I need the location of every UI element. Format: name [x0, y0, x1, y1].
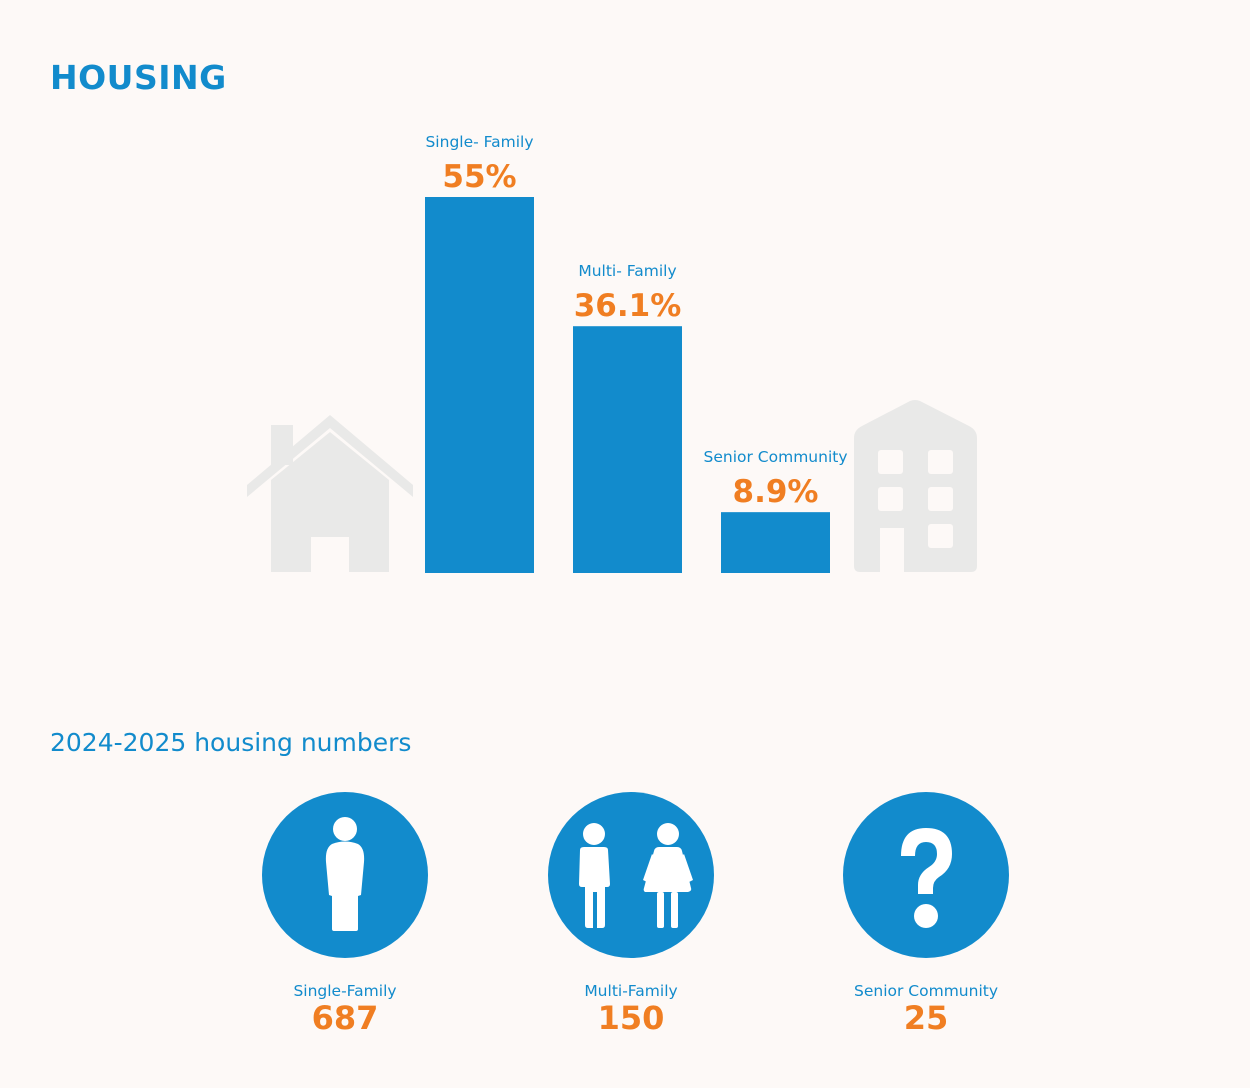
person-icon	[325, 817, 365, 931]
stat-value: 687	[311, 999, 379, 1037]
stat-single-family: Single-Family 687	[225, 792, 465, 1036]
stat-circle	[262, 792, 428, 958]
bar-value-label: 36.1%	[574, 288, 682, 324]
stat-senior-community: Senior Community 25	[806, 792, 1046, 1036]
bar-value-label: 55%	[442, 159, 516, 195]
bar-1	[425, 197, 534, 573]
apartment-building-icon	[854, 400, 977, 572]
stat-label: Multi-Family	[584, 982, 678, 1000]
stat-value: 25	[903, 999, 949, 1037]
stat-circle	[843, 792, 1009, 958]
couple-icon	[579, 823, 693, 928]
bar-3	[721, 512, 830, 573]
page-title: HOUSING	[50, 58, 227, 97]
stat-multi-family: Multi-Family 150	[511, 792, 751, 1036]
bar-category-label: Multi- Family	[578, 262, 676, 280]
stat-circle	[548, 792, 714, 958]
stat-label: Single-Family	[293, 982, 397, 1000]
bar-category-label: Single- Family	[425, 133, 533, 151]
stat-value: 150	[597, 999, 665, 1037]
bar-2	[573, 326, 682, 573]
bar-value-label: 8.9%	[733, 474, 819, 510]
stat-label: Senior Community	[854, 982, 998, 1000]
question-mark-icon	[901, 828, 952, 928]
bar-category-label: Senior Community	[704, 448, 848, 466]
house-icon	[247, 415, 413, 572]
numbers-section-title: 2024-2025 housing numbers	[50, 728, 412, 757]
housing-bar-chart: 55% Single- Family 36.1% Multi- Family 8.9% S…	[247, 133, 977, 573]
